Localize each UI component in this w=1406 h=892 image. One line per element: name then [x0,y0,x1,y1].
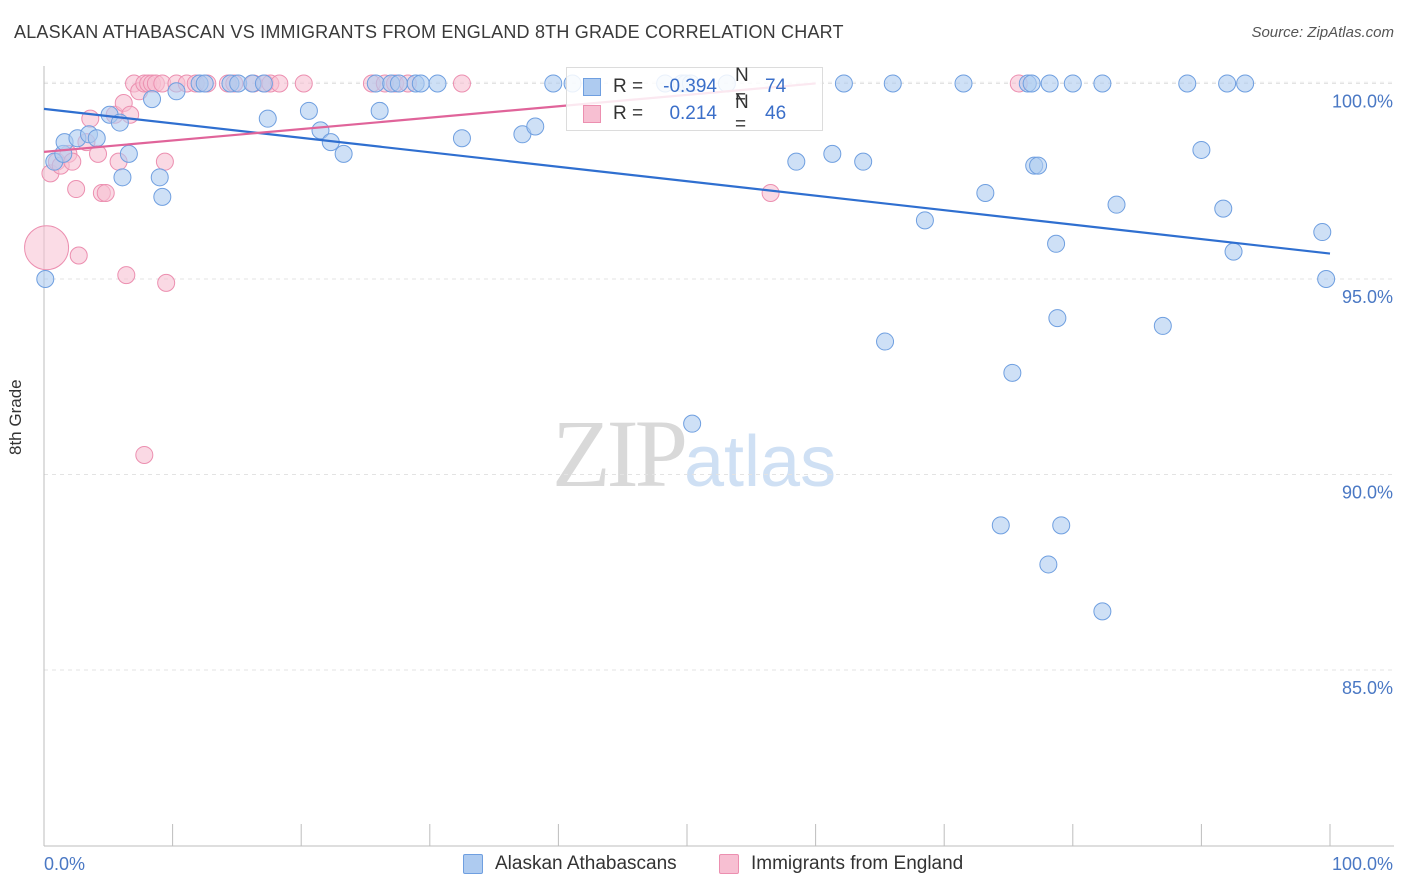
athabascan-point [1317,269,1336,288]
athabascan-point [854,152,873,171]
stats-legend-row-pink: R = 0.214 N = 46 [583,92,787,135]
athabascan-point [976,183,995,202]
athabascan-point [1218,74,1237,93]
n-value-pink: 46 [765,103,787,124]
source-credit[interactable]: Source: ZipAtlas.com [1251,24,1394,41]
athabascan-point [1022,74,1041,93]
athabascan-point [1048,309,1067,328]
england-point [117,266,136,285]
r-value-blue: -0.394 [663,76,717,97]
athabascan-point [954,74,973,93]
n-value-blue: 74 [765,76,787,97]
athabascan-point [1236,74,1255,93]
pink-swatch [583,105,601,123]
pink-swatch [719,854,739,874]
athabascan-point [87,129,106,148]
stats-legend-row-blue: R = -0.394 N = 74 [583,65,787,108]
athabascan-point [1052,516,1071,535]
athabascan-point [195,74,214,93]
legend-item-immigrants-from-england[interactable]: Immigrants from England [719,852,963,876]
athabascan-point [1063,74,1082,93]
athabascan-point [1047,234,1066,253]
athabascan-point [366,74,385,93]
athabascan-point [1093,74,1112,93]
legend-label: Immigrants from England [751,853,964,874]
watermark-atlas: atlas [684,422,837,502]
athabascan-point [834,74,853,93]
athabascan-point [787,152,806,171]
athabascan-point [683,414,702,433]
athabascan-point [167,82,186,101]
athabascan-point [883,74,902,93]
n-label: N = [735,92,749,135]
athabascan-point [452,129,471,148]
legend-item-alaskan-athabascans[interactable]: Alaskan Athabascans [463,852,677,876]
athabascan-point [991,516,1010,535]
athabascan-point [370,101,389,120]
athabascan-point [1029,156,1048,175]
england-point [155,152,174,171]
watermark-zip: ZIP [552,400,688,507]
england-point [157,273,176,292]
athabascan-point [411,74,430,93]
athabascan-point [876,332,895,351]
athabascan-point [1093,602,1112,621]
athabascan-point [113,168,132,187]
athabascan-point [119,144,138,163]
england-point [24,225,70,271]
athabascan-point [1039,555,1058,574]
r-label: R = [613,76,644,97]
athabascan-point [1153,316,1172,335]
athabascan-point [1107,195,1126,214]
y-tick-label: 95.0% [1342,287,1393,307]
n-label: N = [735,65,749,108]
athabascan-point [1192,140,1211,159]
athabascan-point [1313,223,1332,242]
athabascan-point [526,117,545,136]
athabascan-point [544,74,563,93]
england-point [135,445,154,464]
athabascan-point [1040,74,1059,93]
england-point [294,74,313,93]
r-label: R = [613,103,644,124]
athabascan-point [334,144,353,163]
athabascan-point [150,168,169,187]
chart-title: ALASKAN ATHABASCAN VS IMMIGRANTS FROM EN… [14,22,844,42]
r-value-pink: 0.214 [669,103,717,124]
athabascan-point [258,109,277,128]
stats-legend: R = -0.394 N = 74 R = 0.214 N = 46 [566,65,823,135]
athabascan-point [1224,242,1243,261]
y-tick-label: 85.0% [1342,678,1393,698]
athabascan-point [254,74,273,93]
legend-label: Alaskan Athabascans [495,853,677,874]
athabascan-point [915,211,934,230]
england-point [761,183,780,202]
y-tick-label: 100.0% [1332,91,1393,111]
athabascan-point [299,101,318,120]
england-point [270,74,289,93]
athabascan-point [1178,74,1197,93]
athabascan-point [428,74,447,93]
athabascan-point [1214,199,1233,218]
blue-swatch [583,78,601,96]
athabascan-point [143,90,162,109]
england-point [69,246,88,265]
athabascan-point [823,144,842,163]
y-tick-label: 90.0% [1342,483,1393,503]
athabascan-point [389,74,408,93]
watermark: ZIPatlas [552,398,836,509]
england-point [96,183,115,202]
england-point [67,180,86,199]
england-point [452,74,471,93]
athabascan-point [36,269,55,288]
athabascan-point [153,187,172,206]
athabascan-point [1003,363,1022,382]
x-tick-label: 100.0% [1332,854,1393,874]
x-tick-label: 0.0% [44,854,85,874]
blue-swatch [463,854,483,874]
